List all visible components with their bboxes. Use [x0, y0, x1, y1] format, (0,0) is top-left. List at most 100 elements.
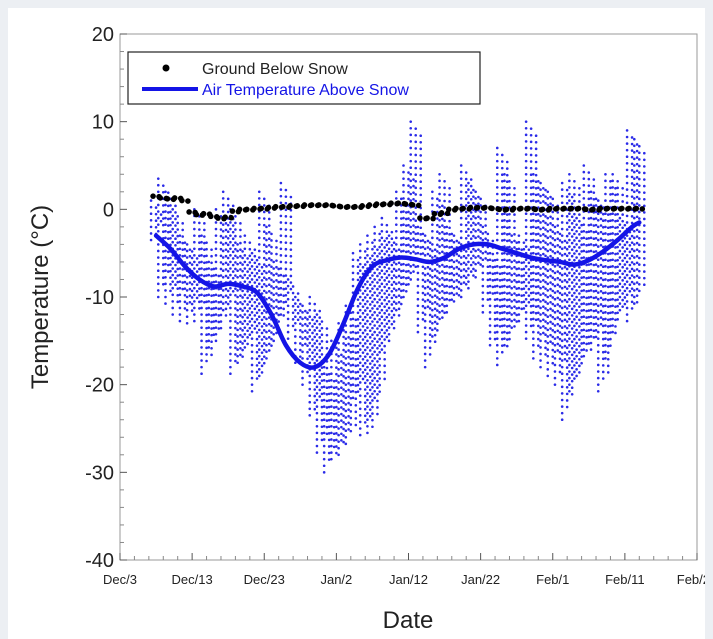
air-temperature-point [371, 385, 374, 389]
air-temperature-point [580, 289, 583, 293]
air-temperature-point [436, 269, 439, 273]
air-temperature-point [241, 276, 244, 280]
air-temperature-point [539, 227, 542, 231]
ground-below-snow-point [482, 204, 488, 211]
air-temperature-point [378, 370, 381, 374]
air-temperature-point [589, 322, 593, 325]
air-temperature-point [347, 414, 350, 418]
air-temperature-point [289, 222, 293, 225]
air-temperature-point [513, 298, 516, 302]
air-temperature-point [596, 278, 600, 281]
air-temperature-point [486, 298, 490, 301]
ground-below-snow-point [590, 206, 596, 213]
air-temperature-point [575, 289, 578, 292]
air-temperature-point [392, 307, 396, 310]
air-temperature-point [560, 240, 564, 244]
air-temperature-point [529, 232, 533, 236]
air-temperature-point [477, 261, 480, 265]
air-temperature-point [219, 287, 223, 290]
air-temperature-point [267, 283, 271, 287]
air-temperature-point [560, 280, 564, 283]
air-temperature-point [575, 216, 578, 220]
air-temperature-point [493, 331, 497, 334]
air-temperature-point [537, 232, 540, 236]
air-temperature-point [443, 232, 446, 236]
air-temperature-point [500, 258, 504, 262]
air-temperature-point [205, 326, 208, 330]
air-temperature-point [573, 212, 576, 216]
air-temperature-point [575, 243, 578, 246]
air-temperature-point [587, 223, 591, 227]
air-temperature-point [260, 265, 264, 269]
air-temperature-point [472, 215, 475, 218]
air-temperature-point [568, 357, 571, 360]
air-temperature-point [356, 377, 360, 380]
air-temperature-point [414, 153, 418, 157]
air-temperature-point [443, 285, 446, 288]
air-temperature-point [426, 252, 430, 256]
air-temperature-point [611, 304, 614, 308]
air-temperature-point [443, 226, 446, 229]
air-temperature-point [390, 283, 394, 287]
air-temperature-point [524, 179, 528, 183]
air-temperature-point [205, 320, 208, 323]
air-temperature-point [556, 257, 560, 260]
air-temperature-point [246, 257, 249, 260]
air-temperature-point [185, 322, 189, 325]
air-temperature-point [570, 222, 574, 225]
air-temperature-point [342, 434, 345, 437]
air-temperature-point [459, 223, 463, 226]
air-temperature-point [224, 248, 228, 251]
air-temperature-point [347, 388, 350, 392]
air-temperature-point [505, 239, 509, 243]
air-temperature-point [601, 226, 605, 229]
air-temperature-point [426, 285, 430, 289]
air-temperature-point [262, 269, 266, 273]
air-temperature-point [383, 305, 386, 308]
air-temperature-point [596, 212, 600, 216]
air-temperature-point [542, 292, 545, 295]
air-temperature-point [156, 229, 160, 233]
air-temperature-point [601, 304, 605, 308]
air-temperature-point [164, 203, 167, 207]
air-temperature-point [277, 320, 280, 323]
air-temperature-point [630, 267, 634, 271]
air-temperature-point [169, 256, 172, 260]
air-temperature-point [625, 286, 629, 290]
ground-below-snow-point [236, 206, 243, 213]
air-temperature-point [164, 190, 167, 194]
air-temperature-point [448, 200, 451, 203]
air-temperature-point [356, 311, 360, 315]
air-temperature-point [578, 298, 581, 302]
air-temperature-point [351, 383, 355, 386]
air-temperature-point [366, 352, 369, 356]
air-temperature-point [156, 216, 160, 220]
air-temperature-point [270, 232, 273, 236]
air-temperature-point [623, 263, 627, 266]
air-temperature-point [214, 332, 218, 336]
air-temperature-point [534, 193, 538, 197]
air-temperature-point [568, 284, 571, 288]
air-temperature-point [257, 216, 261, 220]
air-temperature-point [267, 349, 271, 352]
air-temperature-point [342, 381, 345, 385]
air-temperature-point [376, 314, 379, 317]
air-temperature-point [248, 333, 252, 336]
air-temperature-point [539, 280, 542, 283]
air-temperature-point [277, 287, 280, 290]
air-temperature-point [505, 252, 509, 256]
air-temperature-point [438, 232, 441, 235]
air-temperature-point [380, 275, 384, 279]
air-temperature-point [366, 425, 369, 428]
air-temperature-point [229, 372, 232, 376]
air-temperature-point [599, 316, 603, 319]
air-temperature-point [542, 200, 545, 203]
air-temperature-point [445, 271, 449, 275]
air-temperature-point [436, 309, 439, 312]
air-temperature-point [556, 211, 560, 214]
air-temperature-point [426, 246, 430, 249]
air-temperature-point [327, 438, 331, 442]
air-temperature-point [568, 311, 571, 314]
air-temperature-point [286, 304, 290, 308]
air-temperature-point [250, 383, 254, 386]
